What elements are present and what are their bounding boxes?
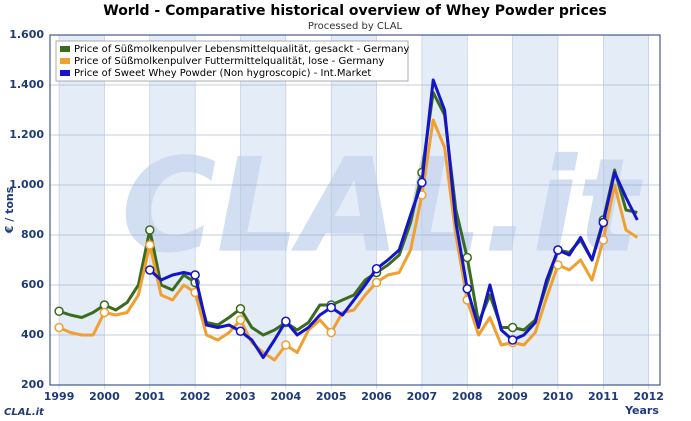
legend-box (55, 40, 409, 82)
series-marker (145, 265, 155, 275)
series-marker (507, 322, 518, 333)
series-marker (281, 340, 291, 350)
year-band (149, 35, 196, 385)
x-axis-label: Years (624, 404, 659, 417)
plot-area (50, 35, 660, 385)
series-marker (417, 177, 427, 188)
series-marker (553, 245, 563, 255)
x-tick-label: 1999 (44, 390, 75, 403)
x-tick-label: 2005 (316, 390, 347, 403)
series-line (148, 78, 639, 359)
x-tick-label: 2009 (497, 390, 528, 403)
x-tick-label: 2001 (134, 390, 165, 403)
series-marker (553, 260, 563, 270)
y-tick-label: 400 (21, 328, 44, 341)
chart-subtitle: Processed by CLAL (308, 21, 403, 32)
y-tick-label: 1.200 (9, 128, 44, 141)
series-marker (281, 316, 291, 326)
series-marker (190, 270, 200, 280)
series-marker (462, 284, 472, 294)
series-marker (371, 277, 382, 288)
legend-label: Price of Sweet Whey Powder (Non hygrosco… (74, 68, 371, 79)
series-marker (371, 264, 382, 274)
series-marker (145, 240, 155, 250)
x-tick-label: 2011 (588, 390, 619, 403)
y-tick-label: 1.600 (9, 28, 44, 41)
legend-swatch (60, 58, 70, 64)
x-tick-label: 2006 (361, 390, 392, 403)
x-tick-label: 2012 (633, 390, 664, 403)
series-marker (598, 217, 609, 228)
series-marker (326, 327, 336, 338)
year-band (331, 35, 377, 385)
series-marker (326, 302, 336, 313)
series-marker (54, 306, 64, 316)
year-band (512, 35, 558, 385)
y-tick-label: 600 (21, 278, 44, 291)
y-tick-label: 1.000 (9, 178, 44, 191)
series-marker (99, 307, 110, 318)
x-tick-label: 2010 (543, 390, 574, 403)
x-tick-label: 2003 (225, 390, 256, 403)
series-marker (235, 315, 246, 325)
legend-swatch (60, 46, 70, 52)
x-tick-label: 2008 (452, 390, 483, 403)
y-tick-label: 200 (21, 378, 44, 391)
series-line (58, 118, 639, 362)
series-marker (235, 304, 246, 314)
x-tick-label: 2004 (271, 390, 302, 403)
year-band (421, 35, 468, 385)
x-tick-label: 2007 (407, 390, 438, 403)
legend-swatch (60, 70, 70, 76)
y-tick-label: 1.400 (9, 78, 44, 91)
x-tick-label: 2000 (89, 390, 120, 403)
series-marker (235, 326, 246, 336)
series-marker (145, 225, 155, 235)
series-marker (54, 322, 64, 333)
chart-title: World - Comparative historical overview … (103, 3, 606, 19)
legend: Price of Süßmolkenpulver Lebensmittelqua… (55, 40, 409, 82)
y-tick-label: 800 (21, 228, 44, 241)
logo: CLAL.it (4, 407, 45, 418)
x-tick-label: 2002 (180, 390, 211, 403)
series-marker (507, 335, 518, 345)
series-marker (598, 235, 609, 245)
series-marker (462, 252, 472, 263)
plot-border (49, 34, 661, 386)
year-band (59, 35, 105, 385)
legend-label: Price of Süßmolkenpulver Lebensmittelqua… (74, 44, 409, 55)
watermark: CLAL.it (121, 130, 644, 282)
legend-label: Price of Süßmolkenpulver Futtermittelqua… (74, 56, 384, 67)
y-axis-label: € / tons (3, 186, 16, 234)
